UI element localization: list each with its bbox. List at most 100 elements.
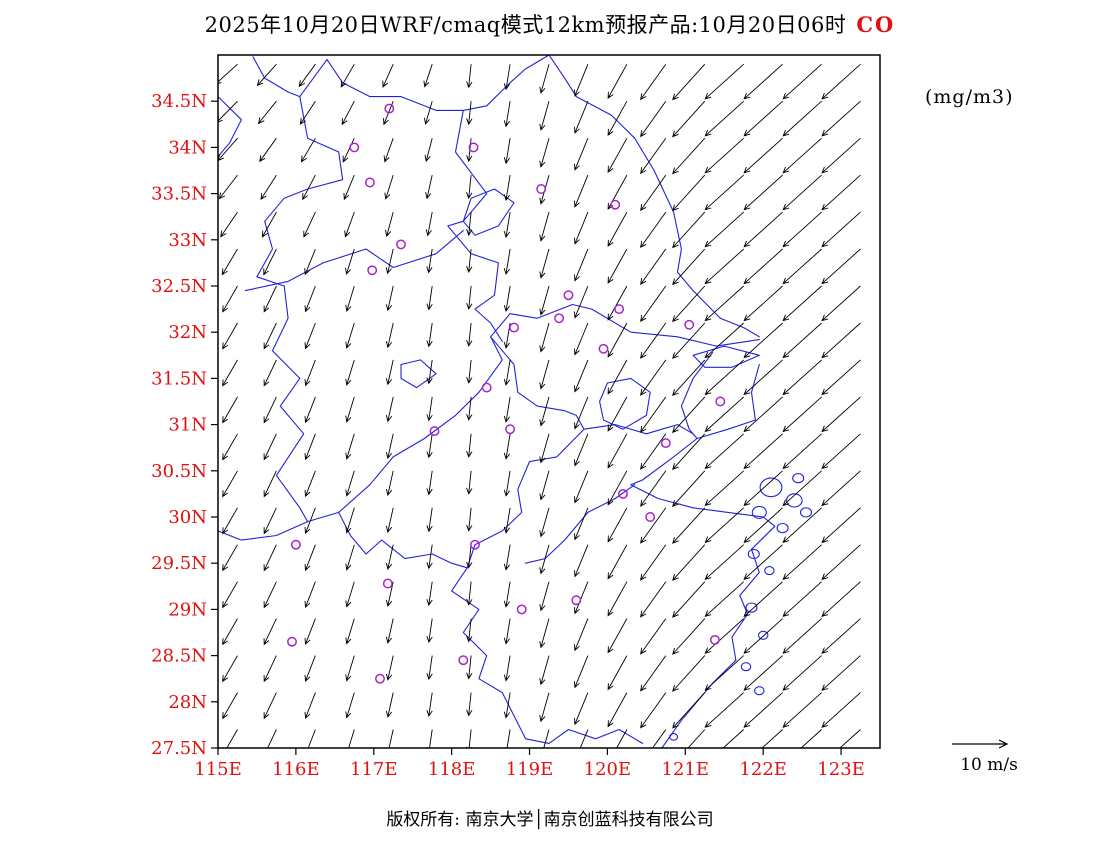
- wind-arrow: [743, 248, 783, 285]
- station-marker: [505, 424, 516, 435]
- boundary-henan-shandong: [252, 56, 328, 98]
- wind-arrow: [672, 211, 706, 249]
- wind-arrow: [426, 692, 433, 718]
- wind-arrow: [345, 433, 355, 460]
- station-marker: [429, 426, 440, 437]
- wind-arrow: [218, 100, 238, 123]
- wind-arrow: [821, 618, 861, 654]
- wind-arrow: [466, 396, 473, 421]
- wind-arrow: [222, 692, 238, 720]
- y-tick-label: 27.5N: [151, 738, 207, 759]
- wind-arrow: [226, 729, 238, 748]
- wind-arrow: [640, 100, 667, 138]
- wind-arrow: [506, 729, 511, 748]
- wind-arrow: [341, 100, 355, 126]
- wind-arrow: [466, 101, 473, 126]
- wind-arrow: [503, 175, 511, 202]
- island-outline: [747, 548, 760, 560]
- wind-arrow: [704, 211, 745, 248]
- wind-arrow: [539, 618, 550, 649]
- wind-arrow: [704, 322, 745, 359]
- boundary-anhui-jiangsu-south: [490, 336, 585, 430]
- wind-arrow: [426, 729, 433, 748]
- island-outline: [745, 602, 758, 613]
- wind-arrow: [672, 63, 706, 101]
- boundary-zhejiang-anhui: [466, 428, 585, 569]
- wind-arrow: [743, 433, 783, 470]
- wind-arrow: [640, 618, 667, 655]
- wind-arrow: [574, 322, 589, 356]
- wind-arrow: [800, 729, 822, 748]
- x-tick-label: 119E: [506, 759, 554, 780]
- station-marker: [554, 313, 565, 324]
- station-marker: [367, 265, 378, 276]
- wind-arrow: [652, 729, 667, 748]
- wind-arrow: [503, 212, 511, 239]
- wind-arrow: [261, 211, 277, 238]
- island-outline: [751, 505, 767, 519]
- wind-arrow: [607, 470, 628, 506]
- wind-arrow: [345, 618, 355, 645]
- wind-arrow: [385, 655, 394, 681]
- wind-arrow: [743, 692, 783, 728]
- wind-arrow: [782, 137, 822, 174]
- y-tick-label: 28.5N: [151, 646, 207, 667]
- wind-arrow: [607, 100, 628, 136]
- wind-arrow: [263, 396, 277, 424]
- wind-arrow: [503, 248, 511, 275]
- wind-arrow: [640, 359, 667, 396]
- wind-arrow: [503, 285, 511, 313]
- wind-arrow: [539, 692, 550, 723]
- wind-arrow: [821, 285, 861, 322]
- y-tick-label: 29.5N: [151, 553, 207, 574]
- wind-arrow: [256, 63, 277, 87]
- wind-arrow: [704, 618, 745, 654]
- wind-arrow: [743, 174, 783, 211]
- wind-arrow: [304, 248, 316, 276]
- wind-arrow: [466, 212, 473, 237]
- station-marker: [458, 655, 469, 666]
- wind-arrow: [743, 285, 783, 322]
- wind-arrow: [821, 100, 861, 137]
- wind-arrow: [704, 248, 745, 285]
- wind-arrow: [672, 359, 706, 397]
- wind-arrow: [466, 729, 473, 748]
- wind-arrow: [348, 729, 355, 748]
- wind-arrow: [304, 285, 316, 313]
- island-outline: [785, 493, 803, 508]
- wind-arrow: [761, 729, 783, 748]
- wind-arrow: [218, 174, 238, 200]
- wind-arrow: [385, 396, 394, 423]
- island-outline: [792, 473, 805, 484]
- wind-arrow: [345, 655, 355, 682]
- wind-arrow: [672, 322, 706, 360]
- x-tick-label: 122E: [739, 759, 787, 780]
- wind-arrow: [426, 544, 433, 570]
- wind-arrow: [466, 544, 473, 569]
- wind-arrow: [263, 581, 277, 609]
- station-marker: [375, 673, 385, 684]
- wind-arrow: [743, 63, 783, 100]
- wind-arrow: [821, 692, 861, 728]
- boundary-zhejiang-jiangsu: [583, 424, 694, 435]
- station-marker: [715, 396, 726, 407]
- wind-arrow: [222, 359, 238, 387]
- x-tick-label: 123E: [817, 759, 865, 780]
- wind-arrow: [539, 396, 550, 427]
- wind-arrow: [539, 64, 550, 94]
- wind-arrow: [574, 248, 589, 282]
- wind-arrow: [672, 618, 706, 655]
- wind-arrow: [466, 692, 473, 717]
- boundary-qiantang-river: [525, 484, 636, 564]
- wind-arrow: [607, 618, 628, 654]
- wind-arrow: [426, 618, 433, 644]
- wind-arrow: [821, 433, 861, 470]
- wind-arrow: [743, 137, 783, 174]
- wind-arrow: [426, 359, 433, 385]
- wind-arrow: [743, 655, 783, 691]
- wind-arrow: [607, 248, 628, 284]
- wind-arrow: [304, 359, 316, 387]
- wind-arrow: [425, 212, 433, 237]
- boundary-henan-west: [218, 96, 242, 158]
